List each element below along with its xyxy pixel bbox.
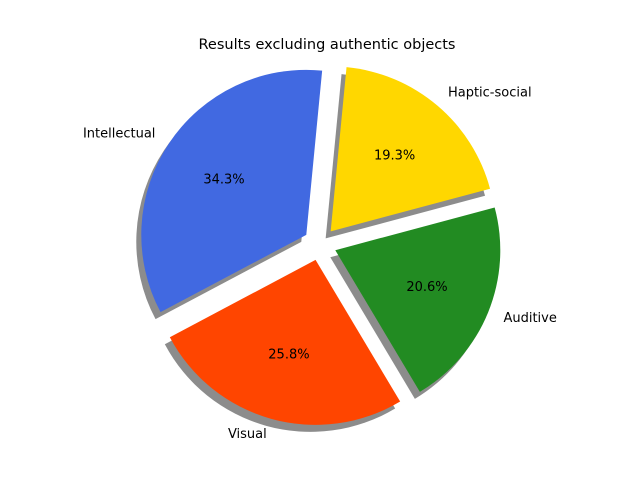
pie-slices (141, 67, 501, 425)
slice-percent-auditive: 20.6% (406, 280, 447, 295)
slice-auditive (335, 207, 501, 392)
slice-percent-haptic-social: 19.3% (374, 148, 415, 163)
slice-label-auditive: Auditive (503, 311, 556, 326)
slice-haptic-social (330, 67, 491, 232)
slice-label-haptic-social: Haptic-social (448, 85, 532, 100)
slice-label-intellectual: Intellectual (83, 126, 155, 141)
slice-percent-visual: 25.8% (268, 348, 309, 363)
slice-intellectual (141, 69, 323, 313)
slice-percent-intellectual: 34.3% (203, 172, 244, 187)
slice-labels: 19.3% Haptic-social 34.3% Intellectual 25.8%… (83, 85, 557, 442)
chart-title: Results excluding authentic objects (199, 37, 456, 53)
slice-label-visual: Visual (228, 427, 267, 442)
slice-visual (169, 259, 401, 425)
